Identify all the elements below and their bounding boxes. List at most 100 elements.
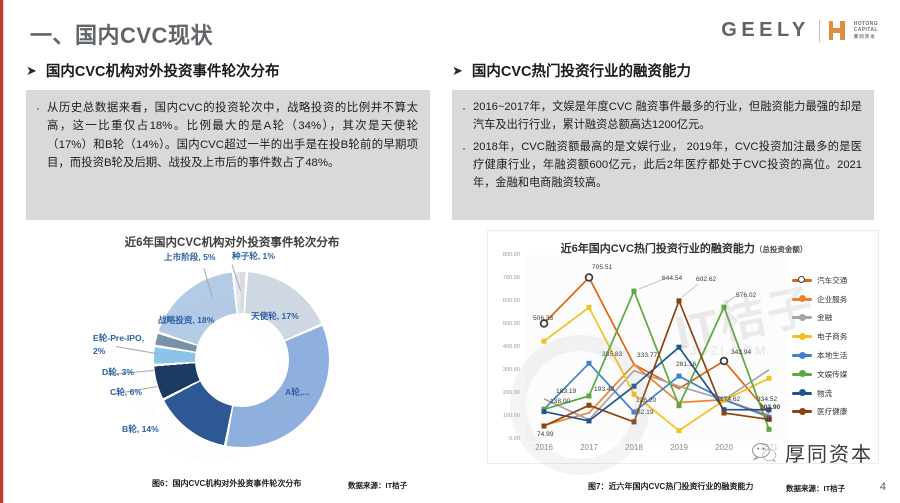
line-chart: 近6年国内CVC热门投资行业的融资能力（总投资金额） 800.00 700.00…: [487, 230, 879, 475]
hotong-line3: 厚同资本: [853, 33, 876, 39]
point-label: 602.62: [696, 276, 717, 283]
donut-graphic: [152, 270, 331, 449]
point-label: 333.77: [637, 352, 658, 359]
legend-swatch: [792, 389, 812, 397]
point-label: 126.20: [636, 397, 657, 404]
legend-label: 电子商务: [817, 332, 848, 342]
point-label: 82.19: [637, 409, 654, 416]
point-label: 343.94: [731, 349, 752, 356]
subheading-right-label: 国内CVC热门投资行业的融资能力: [471, 64, 692, 80]
legend-swatch: [792, 351, 812, 359]
page-number: 4: [879, 481, 886, 493]
figure-caption-right: 图7：近六年国内CVC热门投资行业的融资能力: [588, 482, 754, 491]
point-label: 281.16: [676, 361, 697, 368]
series-line-qichejiaotong: [543, 276, 770, 415]
donut-chart-title: 近6年国内CVC机构对外投资事件轮次分布: [124, 237, 340, 249]
x-axis-tick: 2018: [625, 443, 643, 452]
x-axis-tick: 2020: [715, 443, 733, 452]
legend-item: 本地生活: [792, 346, 872, 365]
figure-caption-left: 图6：国内CVC机构对外投资事件轮次分布: [152, 479, 302, 488]
y-axis-tick: 800.00: [502, 252, 520, 258]
left-red-edge: [0, 0, 3, 503]
point-label: 334.52: [757, 396, 778, 403]
legend-item: 物流: [792, 384, 872, 403]
donut-label-a-round: A轮,...: [285, 387, 310, 397]
y-axis-tick: 600.00: [502, 298, 520, 304]
point-label: 644.54: [662, 275, 683, 282]
y-axis-tick: 300.00: [502, 367, 520, 373]
legend-item: 金融: [792, 309, 872, 328]
legend-swatch: [792, 370, 812, 378]
point-label: 576.02: [736, 292, 757, 299]
legend-swatch: [792, 332, 812, 340]
point-label: 183.19: [556, 388, 577, 395]
point-label: 138.00: [550, 398, 571, 405]
y-axis-tick: 500.00: [502, 321, 520, 327]
x-axis-tick: 2021: [760, 443, 778, 452]
donut-chart: 近6年国内CVC机构对外投资事件轮次分布 种子轮, 1% 天使轮, 17% A轮…: [36, 228, 428, 463]
series-line-wenyuchuanmei: [543, 288, 770, 430]
hotong-line2: CAPITAL: [853, 26, 878, 33]
chart-legend: 汽车交通 企业服务 金融 电子商务 本地生活 文娱传媒: [792, 271, 872, 421]
chevron-right-icon: ➤: [452, 63, 463, 78]
legend-swatch: [792, 407, 812, 415]
donut-label-b-round: B轮, 14%: [122, 424, 159, 434]
line-chart-title: 近6年国内CVC热门投资行业的融资能力（总投资金额）: [534, 240, 834, 256]
legend-label: 医疗健康: [817, 407, 848, 417]
legend-item: 医疗健康: [792, 403, 872, 422]
legend-label: 物流: [817, 388, 833, 398]
bullet-list-right: · 2016~2017年，文娱是年度CVC 融资事件最多的行业，但融资能力最强的…: [452, 90, 874, 193]
donut-label-seed: 种子轮, 1%: [232, 251, 275, 261]
subheading-left: ➤ 国内CVC机构对外投资事件轮次分布: [26, 60, 280, 81]
series-line-jinrong: [543, 369, 770, 421]
brand-logo: GEELY HOTONG CAPITAL 厚同资本: [721, 19, 878, 42]
series-markers: [541, 304, 772, 434]
legend-swatch: [792, 313, 812, 321]
bullet-text: 2016~2017年，文娱是年度CVC 融资事件最多的行业，但融资能力最强的却是…: [473, 101, 862, 131]
legend-label: 汽车交通: [817, 275, 848, 285]
text-panel-right: · 2016~2017年，文娱是年度CVC 融资事件最多的行业，但融资能力最强的…: [452, 90, 874, 220]
point-label: 93: [765, 416, 773, 423]
x-axis-tick: 2017: [580, 443, 598, 452]
donut-label-angel: 天使轮, 17%: [251, 311, 299, 321]
series-markers: [541, 344, 772, 424]
series-line-bendishenghuo: [543, 362, 770, 418]
point-label: 74.99: [537, 431, 554, 438]
legend-swatch: [792, 295, 812, 303]
point-label: 103.90: [760, 404, 781, 411]
point-label: 335.83: [602, 351, 623, 358]
y-axis-tick: 400.00: [502, 344, 520, 350]
line-chart-subtitle: （总投资金额）: [754, 245, 808, 254]
bullet-list-left: · 从历史总数据来看，国内CVC的投资轮次中，战略投资的比例并不算太高，这一比重…: [26, 90, 430, 173]
point-label: 174.62: [720, 396, 741, 403]
list-item: · 2018年，CVC融资额最高的是文娱行业， 2019年，CVC投资加注最多的…: [462, 139, 862, 193]
page-title: 一、国内CVC现状: [30, 23, 213, 48]
legend-label: 金融: [817, 313, 833, 323]
subheading-right: ➤ 国内CVC热门投资行业的融资能力: [452, 60, 691, 81]
series-markers: [541, 298, 772, 429]
legend-item: 电子商务: [792, 327, 872, 346]
donut-hole: [194, 312, 289, 407]
chevron-right-icon: ➤: [26, 63, 37, 78]
hotong-wordmark: HOTONG CAPITAL 厚同资本: [853, 21, 878, 39]
line-series-svg: [539, 273, 772, 434]
bullet-dot-icon: ·: [462, 101, 466, 115]
y-axis-tick: 100.00: [502, 413, 520, 419]
legend-item: 文娱传媒: [792, 365, 872, 384]
text-panel-left: · 从历史总数据来看，国内CVC的投资轮次中，战略投资的比例并不算太高，这一比重…: [26, 90, 430, 220]
point-label: 506.33: [533, 315, 554, 322]
legend-item: 企业服务: [792, 290, 872, 309]
bullet-text: 从历史总数据来看，国内CVC的投资轮次中，战略投资的比例并不算太高，这一比重仅占…: [47, 102, 418, 170]
source-left: 数据来源：IT桔子: [348, 481, 408, 490]
legend-label: 文娱传媒: [817, 369, 848, 379]
series-line-wuliu: [543, 345, 770, 422]
list-item: · 从历史总数据来看，国内CVC的投资轮次中，战略投资的比例并不算太高，这一比重…: [36, 99, 418, 173]
y-axis-tick: 700.00: [502, 275, 520, 281]
y-axis-tick: 0.00: [509, 436, 520, 442]
donut-label-c-round: C轮, 6%: [110, 387, 142, 397]
subheading-left-label: 国内CVC机构对外投资事件轮次分布: [45, 64, 280, 80]
bullet-text: 2018年，CVC融资额最高的是文娱行业， 2019年，CVC投资加注最多的是医…: [473, 140, 862, 189]
left-grey-edge: [3, 0, 4, 503]
bullet-dot-icon: ·: [462, 140, 466, 155]
